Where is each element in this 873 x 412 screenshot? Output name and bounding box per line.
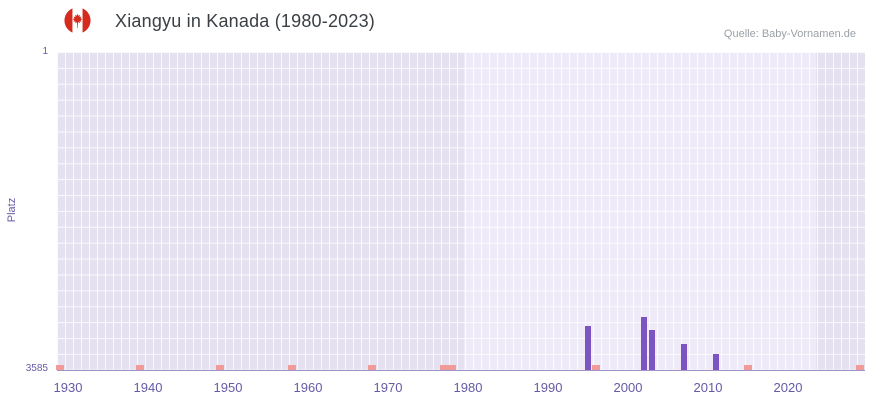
gridlines xyxy=(57,52,865,370)
no-rank-marker[interactable] xyxy=(592,365,600,370)
rank-bar[interactable] xyxy=(641,317,647,370)
x-tick-label: 1980 xyxy=(453,380,483,395)
rank-bar[interactable] xyxy=(585,326,591,370)
x-tick-label: 1940 xyxy=(133,380,163,395)
x-tick-label: 1950 xyxy=(213,380,243,395)
no-rank-marker[interactable] xyxy=(136,365,144,370)
y-tick-worst: 3585 xyxy=(25,363,48,374)
x-tick-label: 1970 xyxy=(373,380,403,395)
rank-bar[interactable] xyxy=(713,354,719,370)
canada-flag-icon xyxy=(64,7,91,34)
chart-title: Xiangyu in Kanada (1980-2023) xyxy=(115,11,375,31)
plot-area xyxy=(56,52,865,371)
rank-bar[interactable] xyxy=(649,330,655,370)
no-rank-marker[interactable] xyxy=(288,365,296,370)
source-credit: Quelle: Baby-Vornamen.de xyxy=(723,28,856,40)
x-tick-label: 2000 xyxy=(613,380,643,395)
no-rank-marker[interactable] xyxy=(744,365,752,370)
x-tick-label: 2020 xyxy=(773,380,803,395)
y-tick-best: 1 xyxy=(42,46,48,57)
no-rank-marker[interactable] xyxy=(448,365,456,370)
no-rank-marker[interactable] xyxy=(368,365,376,370)
no-rank-marker[interactable] xyxy=(56,365,64,370)
x-axis: 1930 1940 1950 1960 1970 1980 1990 2000 2010 2020 xyxy=(53,376,865,400)
x-tick-label: 2010 xyxy=(693,380,723,395)
no-rank-marker[interactable] xyxy=(856,365,864,370)
x-tick-label: 1930 xyxy=(53,380,83,395)
x-tick-label: 1990 xyxy=(533,380,563,395)
no-rank-marker[interactable] xyxy=(440,365,448,370)
x-tick-label: 1960 xyxy=(293,380,323,395)
rank-bar[interactable] xyxy=(681,344,687,370)
no-rank-marker[interactable] xyxy=(216,365,224,370)
y-axis-title: Platz xyxy=(6,197,18,223)
bars-layer xyxy=(56,52,865,370)
